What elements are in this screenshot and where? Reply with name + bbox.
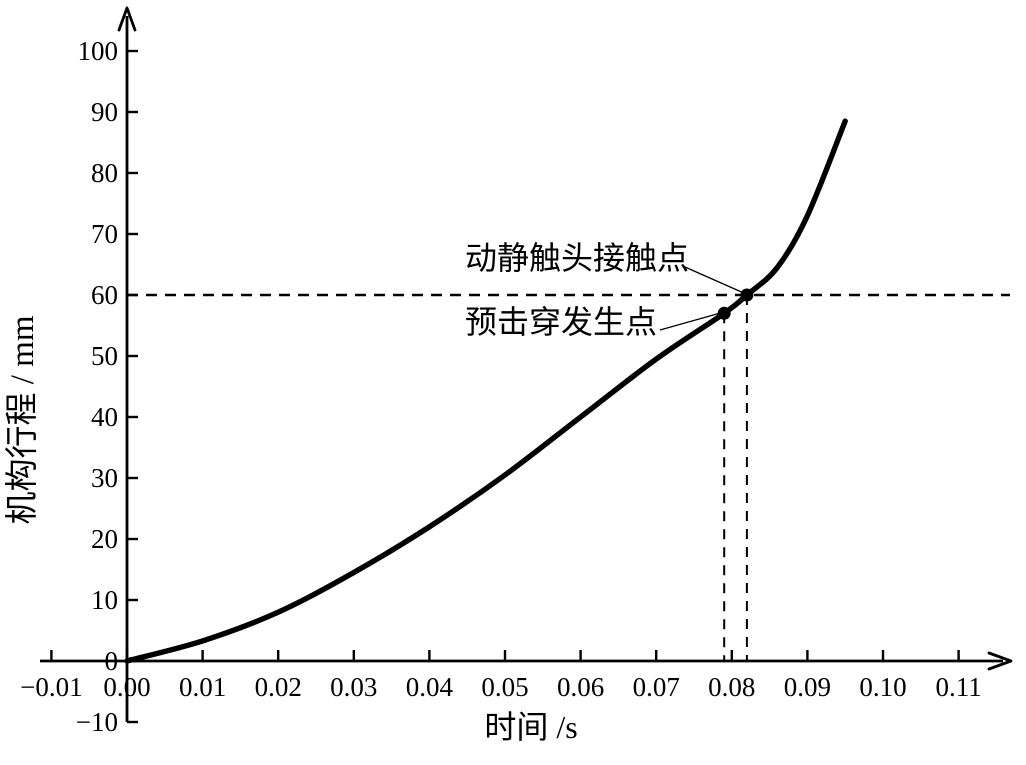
svg-text:机构行程 / mm: 机构行程 / mm <box>4 315 41 524</box>
svg-text:10: 10 <box>91 585 118 615</box>
svg-text:0.04: 0.04 <box>406 672 454 702</box>
svg-text:90: 90 <box>91 97 118 127</box>
svg-text:0.10: 0.10 <box>859 672 906 702</box>
svg-text:0.08: 0.08 <box>708 672 755 702</box>
svg-text:40: 40 <box>91 402 118 432</box>
svg-text:预击穿发生点: 预击穿发生点 <box>465 304 657 340</box>
svg-text:20: 20 <box>91 524 118 554</box>
svg-text:0.06: 0.06 <box>557 672 604 702</box>
svg-text:0.09: 0.09 <box>784 672 831 702</box>
svg-text:70: 70 <box>91 219 118 249</box>
svg-text:0.07: 0.07 <box>633 672 680 702</box>
svg-text:0.05: 0.05 <box>481 672 528 702</box>
svg-text:−0.01: −0.01 <box>20 672 82 702</box>
svg-text:0.11: 0.11 <box>935 672 981 702</box>
svg-text:100: 100 <box>78 36 119 66</box>
svg-text:0.01: 0.01 <box>179 672 226 702</box>
svg-text:0.02: 0.02 <box>255 672 302 702</box>
svg-text:60: 60 <box>91 280 118 310</box>
svg-text:50: 50 <box>91 341 118 371</box>
svg-text:−10: −10 <box>76 707 118 737</box>
svg-text:80: 80 <box>91 158 118 188</box>
svg-text:动静触头接触点: 动静触头接触点 <box>465 240 689 276</box>
svg-text:30: 30 <box>91 463 118 493</box>
svg-text:0.03: 0.03 <box>330 672 377 702</box>
svg-text:0.00: 0.00 <box>103 672 150 702</box>
svg-text:时间 /s: 时间 /s <box>484 709 577 745</box>
